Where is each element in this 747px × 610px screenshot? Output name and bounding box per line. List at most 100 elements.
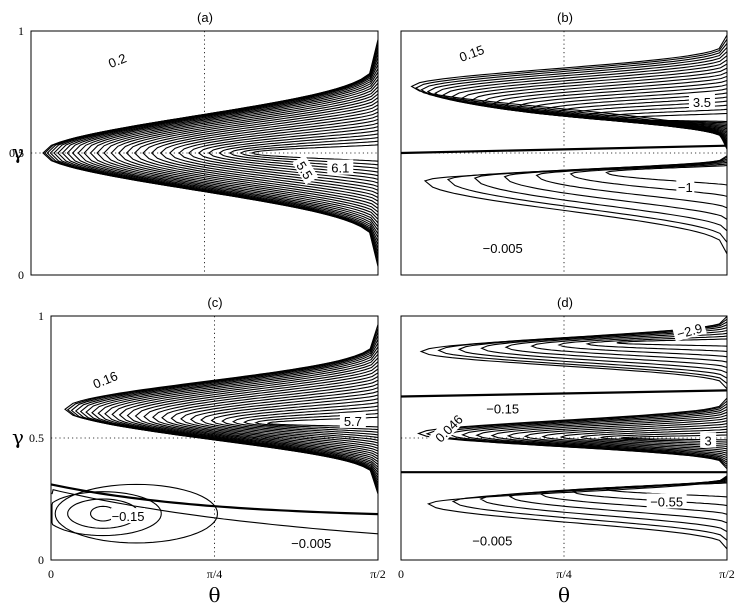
contour-value-label: −1 <box>678 180 693 195</box>
plot-frame <box>400 30 728 276</box>
contour-label: 0.2 <box>103 48 131 72</box>
x-tick-label: π/4 <box>556 567 571 581</box>
contour-label: −1 <box>676 179 695 195</box>
panel-title: (c) <box>207 295 222 310</box>
contour-line <box>64 324 379 495</box>
contour-line <box>133 100 379 206</box>
contour-line <box>150 108 379 198</box>
contour-line <box>125 97 379 209</box>
contour-line <box>559 425 728 448</box>
contour-line <box>504 327 728 369</box>
contour-line <box>616 338 728 347</box>
contour-line <box>161 379 379 455</box>
contour-line <box>451 476 728 541</box>
y-tick-label: 0 <box>18 268 24 282</box>
contour-value-label: −0.005 <box>483 241 523 256</box>
contour-value-label: 3 <box>705 433 712 448</box>
contour-line <box>97 350 379 476</box>
contour-line <box>530 329 728 363</box>
contour-line <box>523 420 728 452</box>
contour-line <box>51 489 379 535</box>
x-tick-label: 0 <box>48 567 54 581</box>
contour-label: 0.15 <box>453 39 489 66</box>
contour-label: 3 <box>700 432 717 448</box>
contour-line <box>254 412 379 431</box>
contour-value-label: 6.1 <box>331 161 349 176</box>
contour-value-label: −0.005 <box>291 536 331 551</box>
contour-line <box>426 475 728 550</box>
contour-line <box>96 82 379 224</box>
contour-value-label: 3.5 <box>693 95 711 110</box>
contour-value-label: −0.005 <box>472 533 512 548</box>
contour-line <box>89 79 379 227</box>
contour-line <box>103 86 379 220</box>
contour-label: −0.55 <box>646 493 687 509</box>
contour-line <box>83 75 379 231</box>
contour-line <box>104 353 379 473</box>
plot-frame <box>50 315 379 561</box>
contour-line <box>126 364 379 465</box>
contour-value-label: 5.7 <box>344 414 362 429</box>
x-tick-label: π/4 <box>207 567 222 581</box>
contour-line <box>535 161 728 209</box>
contour-label: −0.005 <box>477 240 528 256</box>
x-axis-title: θ <box>558 583 570 607</box>
contour-line <box>490 414 728 456</box>
contour-line <box>134 368 379 463</box>
contour-line <box>74 335 379 487</box>
plot-frame <box>400 315 728 561</box>
contour-line <box>152 376 379 457</box>
contour-line <box>480 324 728 374</box>
y-axis-title: γ <box>12 425 24 449</box>
contour-line <box>200 394 379 444</box>
contour-label: 5.7 <box>339 412 366 429</box>
contour-line <box>221 401 379 439</box>
contour-line <box>61 61 379 245</box>
contour-line <box>600 431 728 443</box>
y-tick-label: 1 <box>18 24 24 38</box>
contour-line <box>231 405 379 436</box>
contour-line <box>91 346 379 479</box>
contour-line <box>604 482 728 498</box>
contour-label: −0.005 <box>286 534 337 551</box>
x-axis-title: θ <box>208 583 220 607</box>
contour-value-label: −0.55 <box>650 494 683 509</box>
contour-line <box>400 389 728 398</box>
contour-line <box>569 163 728 197</box>
contour-line <box>570 100 728 127</box>
contour-line <box>457 321 728 379</box>
contour-line <box>243 409 379 433</box>
contour-value-label: 0.16 <box>91 368 120 391</box>
contour-line <box>503 160 728 220</box>
y-tick-label: 1 <box>38 309 44 323</box>
contour-line <box>51 491 162 537</box>
y-axis-title: γ <box>12 140 24 164</box>
contour-line <box>118 93 379 213</box>
contour-line <box>475 411 728 459</box>
contour-line <box>49 50 379 256</box>
contour-line <box>539 479 728 515</box>
contour-line <box>580 428 728 445</box>
plot-frame <box>30 30 379 276</box>
contour-line <box>599 108 728 124</box>
panel-title: (a) <box>197 10 213 25</box>
contour-line <box>170 383 379 452</box>
contour-line <box>66 64 379 242</box>
contour-line <box>210 398 379 441</box>
panel-title: (b) <box>557 10 573 25</box>
contour-line <box>584 104 728 125</box>
contour-line <box>542 92 728 130</box>
contour-line <box>557 332 728 358</box>
panel-title: (d) <box>557 295 573 310</box>
contour-line <box>90 505 117 522</box>
contour-label: 0.16 <box>88 366 122 392</box>
contour-value-label: −0.15 <box>486 402 519 417</box>
contour-line <box>71 68 379 238</box>
contour-line <box>616 112 728 123</box>
contour-line <box>118 361 379 468</box>
contour-line <box>111 357 379 471</box>
contour-label: −0.15 <box>485 400 520 417</box>
contour-value-label: −2.9 <box>675 321 704 342</box>
contour-label: 3.5 <box>688 93 715 110</box>
contour-line <box>556 96 728 128</box>
